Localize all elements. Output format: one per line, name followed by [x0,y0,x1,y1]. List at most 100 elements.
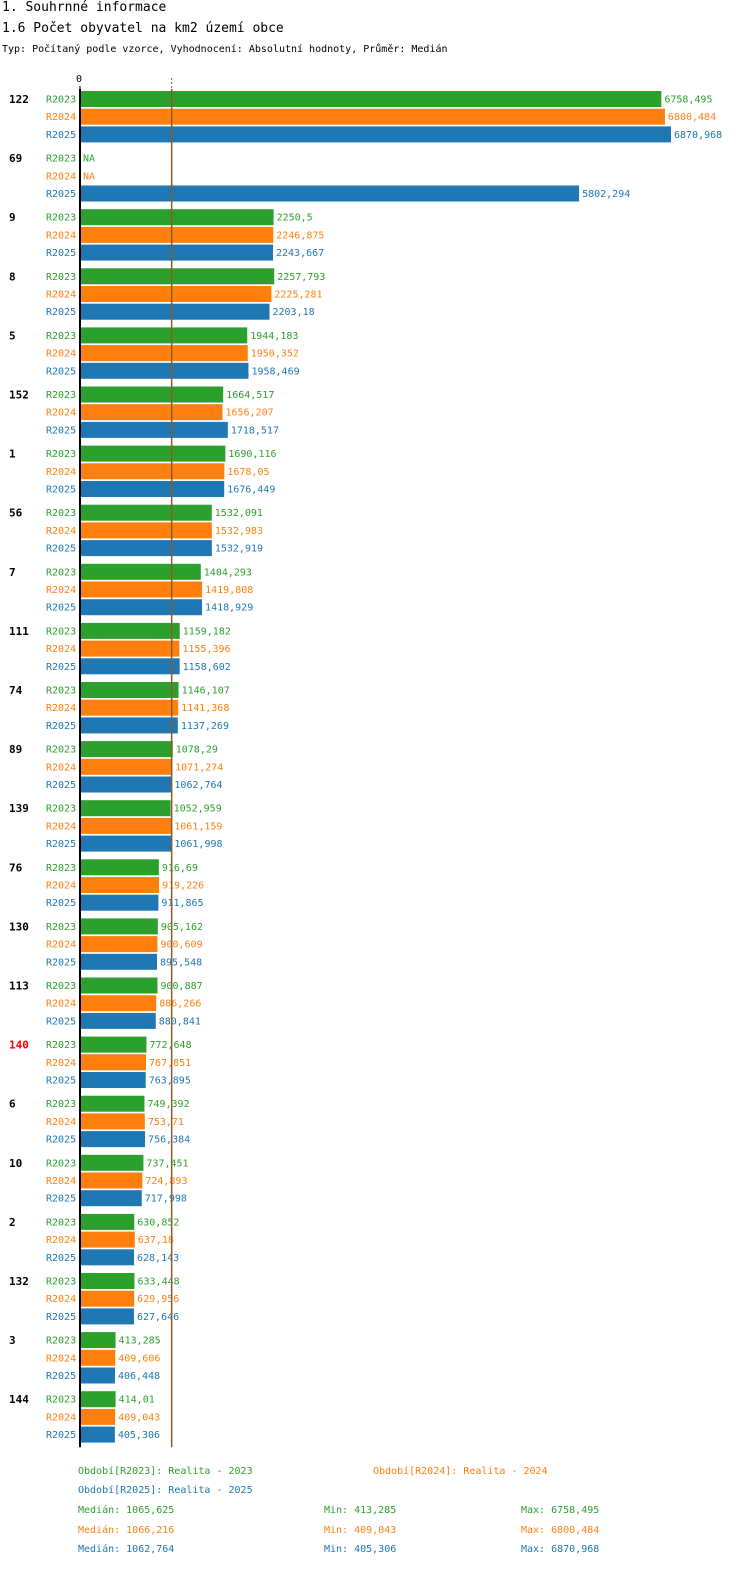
series-label: R2023 [46,1158,76,1169]
bar [80,1308,134,1325]
category-label: 5 [9,329,16,342]
value-label: 1656,207 [225,408,273,419]
legend-min-r2023: Min: 413,285 [324,1505,397,1516]
value-label: 919,226 [162,881,204,892]
legend-min-r2025: Min: 405,306 [324,1544,397,1555]
value-label: 753,71 [148,1117,184,1128]
value-label: 1146,107 [182,686,230,697]
category-label: 3 [9,1334,16,1347]
bar [80,817,172,834]
value-label: 413,285 [119,1336,161,1347]
series-label: R2023 [46,1217,76,1228]
value-label: 886,266 [159,999,201,1010]
value-label: 1532,091 [215,508,263,519]
series-label: R2024 [46,230,76,241]
value-label: 627,646 [137,1312,179,1323]
value-label: 406,448 [118,1371,160,1382]
bar [80,741,173,758]
value-label: 630,852 [137,1217,179,1228]
series-label: R2024 [46,349,76,360]
value-label: NA [83,154,95,165]
series-label: R2023 [46,95,76,106]
bar [80,362,249,379]
series-label: R2024 [46,1058,76,1069]
legend-max-r2024: Max: 6800,484 [521,1525,600,1536]
series-label: R2023 [46,863,76,874]
bar [80,108,665,125]
value-label: 900,887 [160,981,202,992]
value-label: 1419,808 [205,585,253,596]
series-label: R2024 [46,940,76,951]
series-label: R2024 [46,585,76,596]
value-label: 717,998 [145,1194,187,1205]
category-label: 9 [9,211,16,224]
value-label: 900,609 [160,940,202,951]
series-label: R2025 [46,307,76,318]
value-label: 2203,18 [273,307,315,318]
series-label: R2024 [46,644,76,655]
series-label: R2023 [46,567,76,578]
value-label: 1532,983 [215,526,263,537]
bar [80,563,201,580]
value-label: 1690,116 [228,449,276,460]
series-label: R2024 [46,1353,76,1364]
series-label: R2024 [46,1117,76,1128]
series-label: R2024 [46,821,76,832]
bar [80,599,203,616]
series-label: R2023 [46,1099,76,1110]
value-label: 2257,793 [277,272,325,283]
value-label: 2243,667 [276,248,324,259]
value-label: 737,451 [146,1158,188,1169]
bar [80,386,224,403]
page-title: 1.6 Počet obyvatel na km2 území obce [2,21,284,36]
value-label: 880,841 [159,1016,201,1027]
category-label: 139 [9,802,29,815]
value-label: 724,893 [145,1176,187,1187]
value-label: 1052,959 [174,804,222,815]
section-title: 1. Souhrnné informace [2,0,167,15]
series-label: R2024 [46,112,76,123]
value-label: 756,384 [148,1135,190,1146]
bar [80,522,212,539]
bar [80,327,248,344]
bar [80,1154,144,1171]
legend-max-r2023: Max: 6758,495 [521,1505,600,1516]
series-label: R2024 [46,526,76,537]
category-label: 140 [9,1039,29,1052]
value-label: 1071,274 [175,762,223,773]
value-label: 772,648 [149,1040,191,1051]
value-label: 5802,294 [582,189,630,200]
bar [80,1349,116,1366]
bar [80,1273,135,1289]
value-label: 414,01 [119,1395,155,1406]
value-label: 1062,764 [174,780,222,791]
bar [80,936,158,953]
value-label: 1404,293 [204,567,252,578]
series-label: R2025 [46,1312,76,1323]
value-label: 2250,5 [277,213,313,224]
series-label: R2024 [46,1176,76,1187]
bar-chart: 0 122 R2023 6758,495 R2024 6800,484 R2025 6870,… [9,74,722,1448]
bar [80,540,212,557]
value-label: 405,306 [118,1430,160,1441]
bar [80,1095,145,1112]
value-label: 749,392 [147,1099,189,1110]
value-label: 1532,919 [215,544,263,555]
bar [80,1113,145,1130]
series-label: R2025 [46,1194,76,1205]
bar [80,345,248,362]
series-label: R2025 [46,1253,76,1264]
value-label: 633,448 [137,1277,179,1288]
series-label: R2024 [46,1235,76,1246]
category-label: 122 [9,93,29,106]
bar [80,800,171,817]
value-label: 1061,159 [174,821,222,832]
legend-min-r2024: Min: 409,043 [324,1525,397,1536]
series-label: R2024 [46,703,76,714]
series-label: R2023 [46,626,76,637]
bar [80,682,179,698]
bar [80,463,225,480]
series-label: R2024 [46,408,76,419]
series-label: R2025 [46,425,76,436]
value-label: 409,606 [118,1353,160,1364]
